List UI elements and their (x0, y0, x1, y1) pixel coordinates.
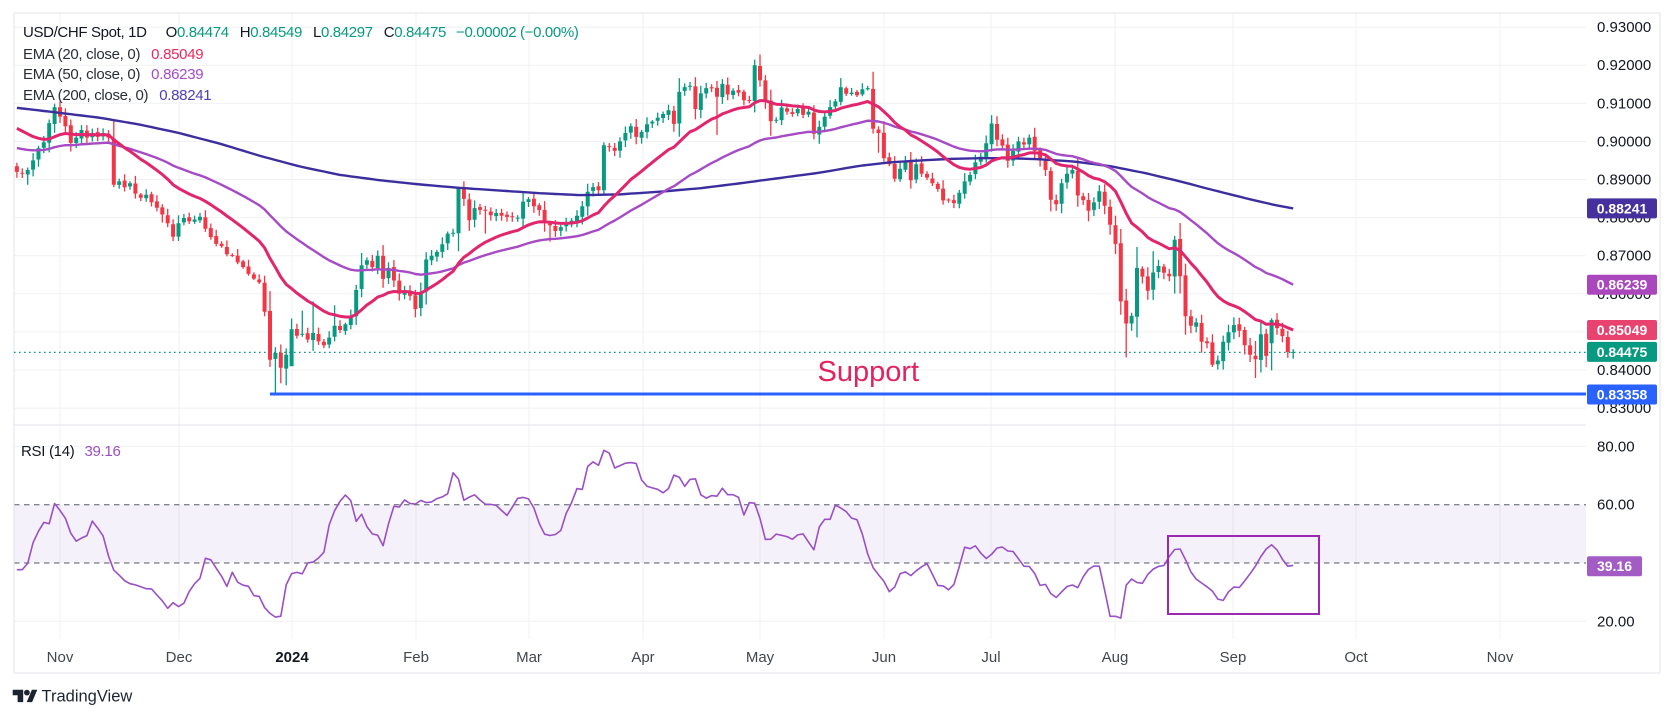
svg-text:0.92000: 0.92000 (1597, 57, 1651, 74)
svg-text:0.85049: 0.85049 (1597, 322, 1648, 338)
svg-text:Sep: Sep (1220, 649, 1247, 666)
svg-text:0.84475: 0.84475 (1597, 344, 1648, 360)
svg-text:Aug: Aug (1102, 649, 1129, 666)
svg-text:Apr: Apr (631, 649, 654, 666)
svg-text:Dec: Dec (166, 649, 193, 666)
svg-text:Feb: Feb (403, 649, 429, 666)
svg-text:2024: 2024 (275, 649, 309, 666)
svg-text:TradingView: TradingView (42, 688, 133, 706)
svg-text:Mar: Mar (516, 649, 542, 666)
svg-text:Jul: Jul (981, 649, 1000, 666)
svg-text:May: May (746, 649, 775, 666)
svg-text:0.86239: 0.86239 (1597, 277, 1648, 293)
svg-text:0.83358: 0.83358 (1597, 387, 1648, 403)
svg-text:0.89000: 0.89000 (1597, 172, 1651, 189)
svg-text:Oct: Oct (1344, 649, 1368, 666)
svg-text:0.93000: 0.93000 (1597, 19, 1651, 36)
svg-text:60.00: 60.00 (1597, 497, 1635, 514)
svg-text:39.16: 39.16 (1597, 558, 1632, 574)
svg-text:0.90000: 0.90000 (1597, 133, 1651, 150)
svg-text:Nov: Nov (1487, 649, 1514, 666)
svg-text:20.00: 20.00 (1597, 613, 1635, 630)
svg-text:Nov: Nov (47, 649, 74, 666)
svg-text:0.88241: 0.88241 (1597, 200, 1648, 216)
svg-text:Jun: Jun (872, 649, 896, 666)
svg-text:0.91000: 0.91000 (1597, 95, 1651, 112)
svg-text:80.00: 80.00 (1597, 438, 1635, 455)
svg-text:0.87000: 0.87000 (1597, 248, 1651, 265)
svg-text:0.84000: 0.84000 (1597, 362, 1651, 379)
svg-text:Support: Support (818, 356, 920, 388)
